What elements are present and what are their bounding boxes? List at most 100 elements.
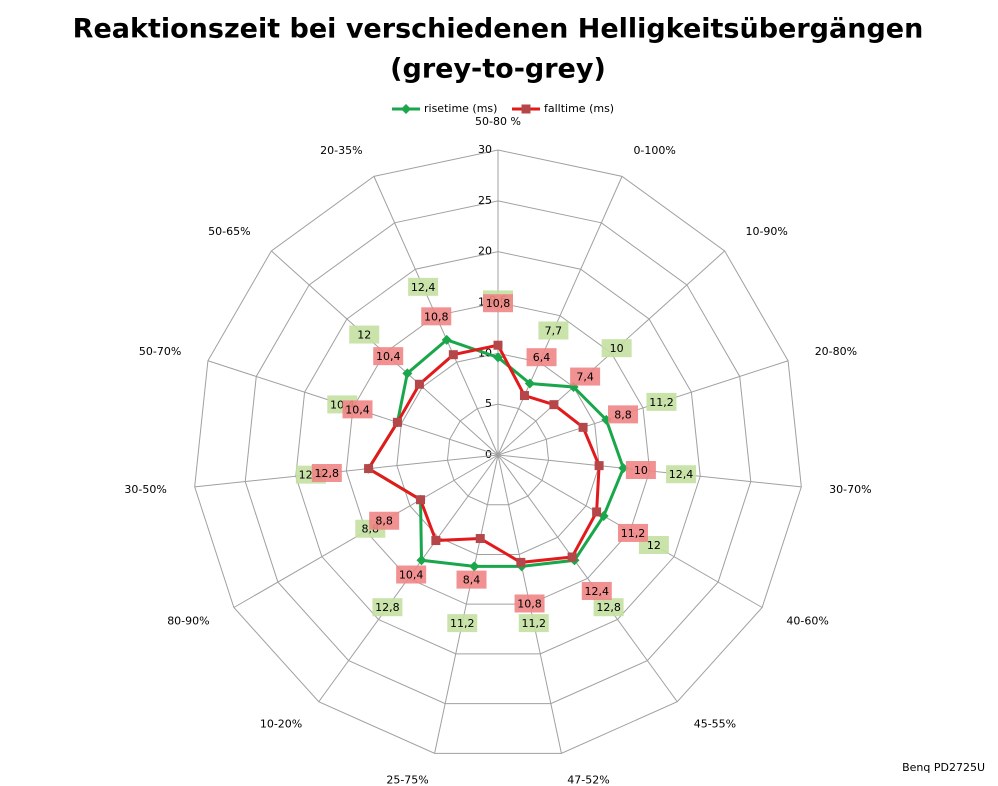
- value-label-box: [421, 307, 452, 326]
- category-label: 20-35%: [320, 144, 362, 157]
- value-label: 10,4: [399, 569, 424, 582]
- marker: [414, 379, 424, 389]
- value-label: 12: [647, 539, 661, 552]
- grid-ring: [295, 251, 701, 655]
- value-label-box: [526, 348, 557, 367]
- value-label-box: [373, 347, 404, 366]
- marker: [402, 368, 413, 379]
- category-label: 0-100%: [633, 144, 675, 157]
- value-label: 7,4: [576, 371, 594, 384]
- series-line: [366, 343, 601, 564]
- legend-marker: [401, 104, 411, 114]
- value-label-box: [483, 294, 513, 313]
- value-label-box: [646, 392, 677, 411]
- value-label: 8,4: [463, 574, 481, 587]
- marker: [469, 561, 480, 572]
- marker: [493, 352, 503, 363]
- grid-ring: [194, 149, 802, 754]
- grid-ring: [446, 403, 550, 506]
- marker: [416, 495, 426, 505]
- value-label-box: [349, 325, 380, 344]
- value-label: 8,8: [375, 515, 393, 528]
- marker: [592, 507, 602, 517]
- value-label-box: [617, 523, 648, 542]
- category-label: 47-52%: [567, 774, 609, 786]
- value-label-box: [369, 511, 400, 530]
- value-label: 12,4: [411, 281, 436, 294]
- value-label: 12,8: [596, 601, 621, 614]
- value-label-box: [608, 405, 639, 424]
- value-label: 10,8: [424, 310, 449, 323]
- marker: [448, 350, 458, 360]
- marker: [618, 463, 629, 474]
- legend-marker: [521, 104, 531, 114]
- tick-label: 20: [478, 245, 492, 258]
- category-label: 10-20%: [260, 717, 302, 730]
- value-label: 10,8: [517, 597, 542, 610]
- value-label: 12,4: [585, 585, 610, 598]
- value-label: 7,7: [545, 324, 563, 337]
- value-label-box: [396, 565, 427, 584]
- tick-label: 30: [478, 143, 492, 156]
- value-label: 12,4: [669, 468, 694, 481]
- category-label: 50-70%: [139, 345, 181, 358]
- category-label: 25-75%: [386, 774, 428, 786]
- marker: [524, 378, 535, 389]
- value-label: 11,2: [649, 396, 674, 409]
- value-label-box: [514, 594, 545, 613]
- value-label-box: [581, 581, 612, 600]
- value-label-box: [601, 339, 632, 358]
- marker: [431, 536, 441, 546]
- value-label: 11,2: [621, 527, 646, 540]
- value-label-box: [666, 465, 697, 484]
- spoke: [497, 454, 678, 703]
- legend-label: risetime (ms): [424, 102, 497, 115]
- value-label: 12: [357, 329, 371, 342]
- annotation: Benq PD2725U: [902, 761, 985, 774]
- category-label: 50-65%: [208, 225, 250, 238]
- value-label: 10,8: [486, 297, 511, 310]
- value-label: 10: [610, 342, 624, 355]
- value-label: 10,4: [345, 403, 370, 416]
- marker: [549, 400, 559, 410]
- marker: [416, 555, 427, 566]
- value-label-box: [342, 400, 373, 419]
- value-label-box: [456, 570, 487, 589]
- value-label: 6,4: [533, 351, 551, 364]
- category-label: 80-90%: [167, 615, 209, 628]
- value-label-box: [311, 463, 342, 482]
- marker: [578, 422, 588, 432]
- value-label-box: [447, 614, 478, 633]
- category-label: 40-60%: [786, 615, 828, 628]
- value-label: 10: [634, 464, 648, 477]
- category-label: 30-50%: [124, 483, 166, 496]
- marker: [493, 340, 503, 350]
- value-label-box: [408, 277, 439, 296]
- marker: [598, 511, 609, 521]
- value-label: 11,2: [450, 617, 475, 630]
- category-label: 45-55%: [694, 717, 736, 730]
- spoke: [497, 360, 789, 456]
- value-label: 12,8: [315, 467, 340, 480]
- value-label-box: [372, 598, 403, 617]
- series-line: [366, 338, 625, 568]
- marker: [516, 557, 526, 567]
- marker: [364, 464, 374, 474]
- category-label: 50-80 %: [475, 115, 521, 128]
- marker: [567, 552, 577, 562]
- value-label-box: [593, 598, 624, 617]
- value-label-box: [518, 614, 549, 633]
- marker: [519, 391, 529, 401]
- marker: [594, 461, 604, 471]
- value-label: 10,4: [376, 350, 401, 363]
- legend-label: falltime (ms): [544, 102, 614, 115]
- value-label-box: [538, 321, 569, 340]
- grid-ring: [396, 352, 600, 555]
- value-label: 11,2: [521, 617, 546, 630]
- value-label-box: [570, 367, 601, 386]
- grid-ring: [345, 301, 651, 605]
- value-label-box: [625, 461, 656, 480]
- marker: [392, 417, 402, 427]
